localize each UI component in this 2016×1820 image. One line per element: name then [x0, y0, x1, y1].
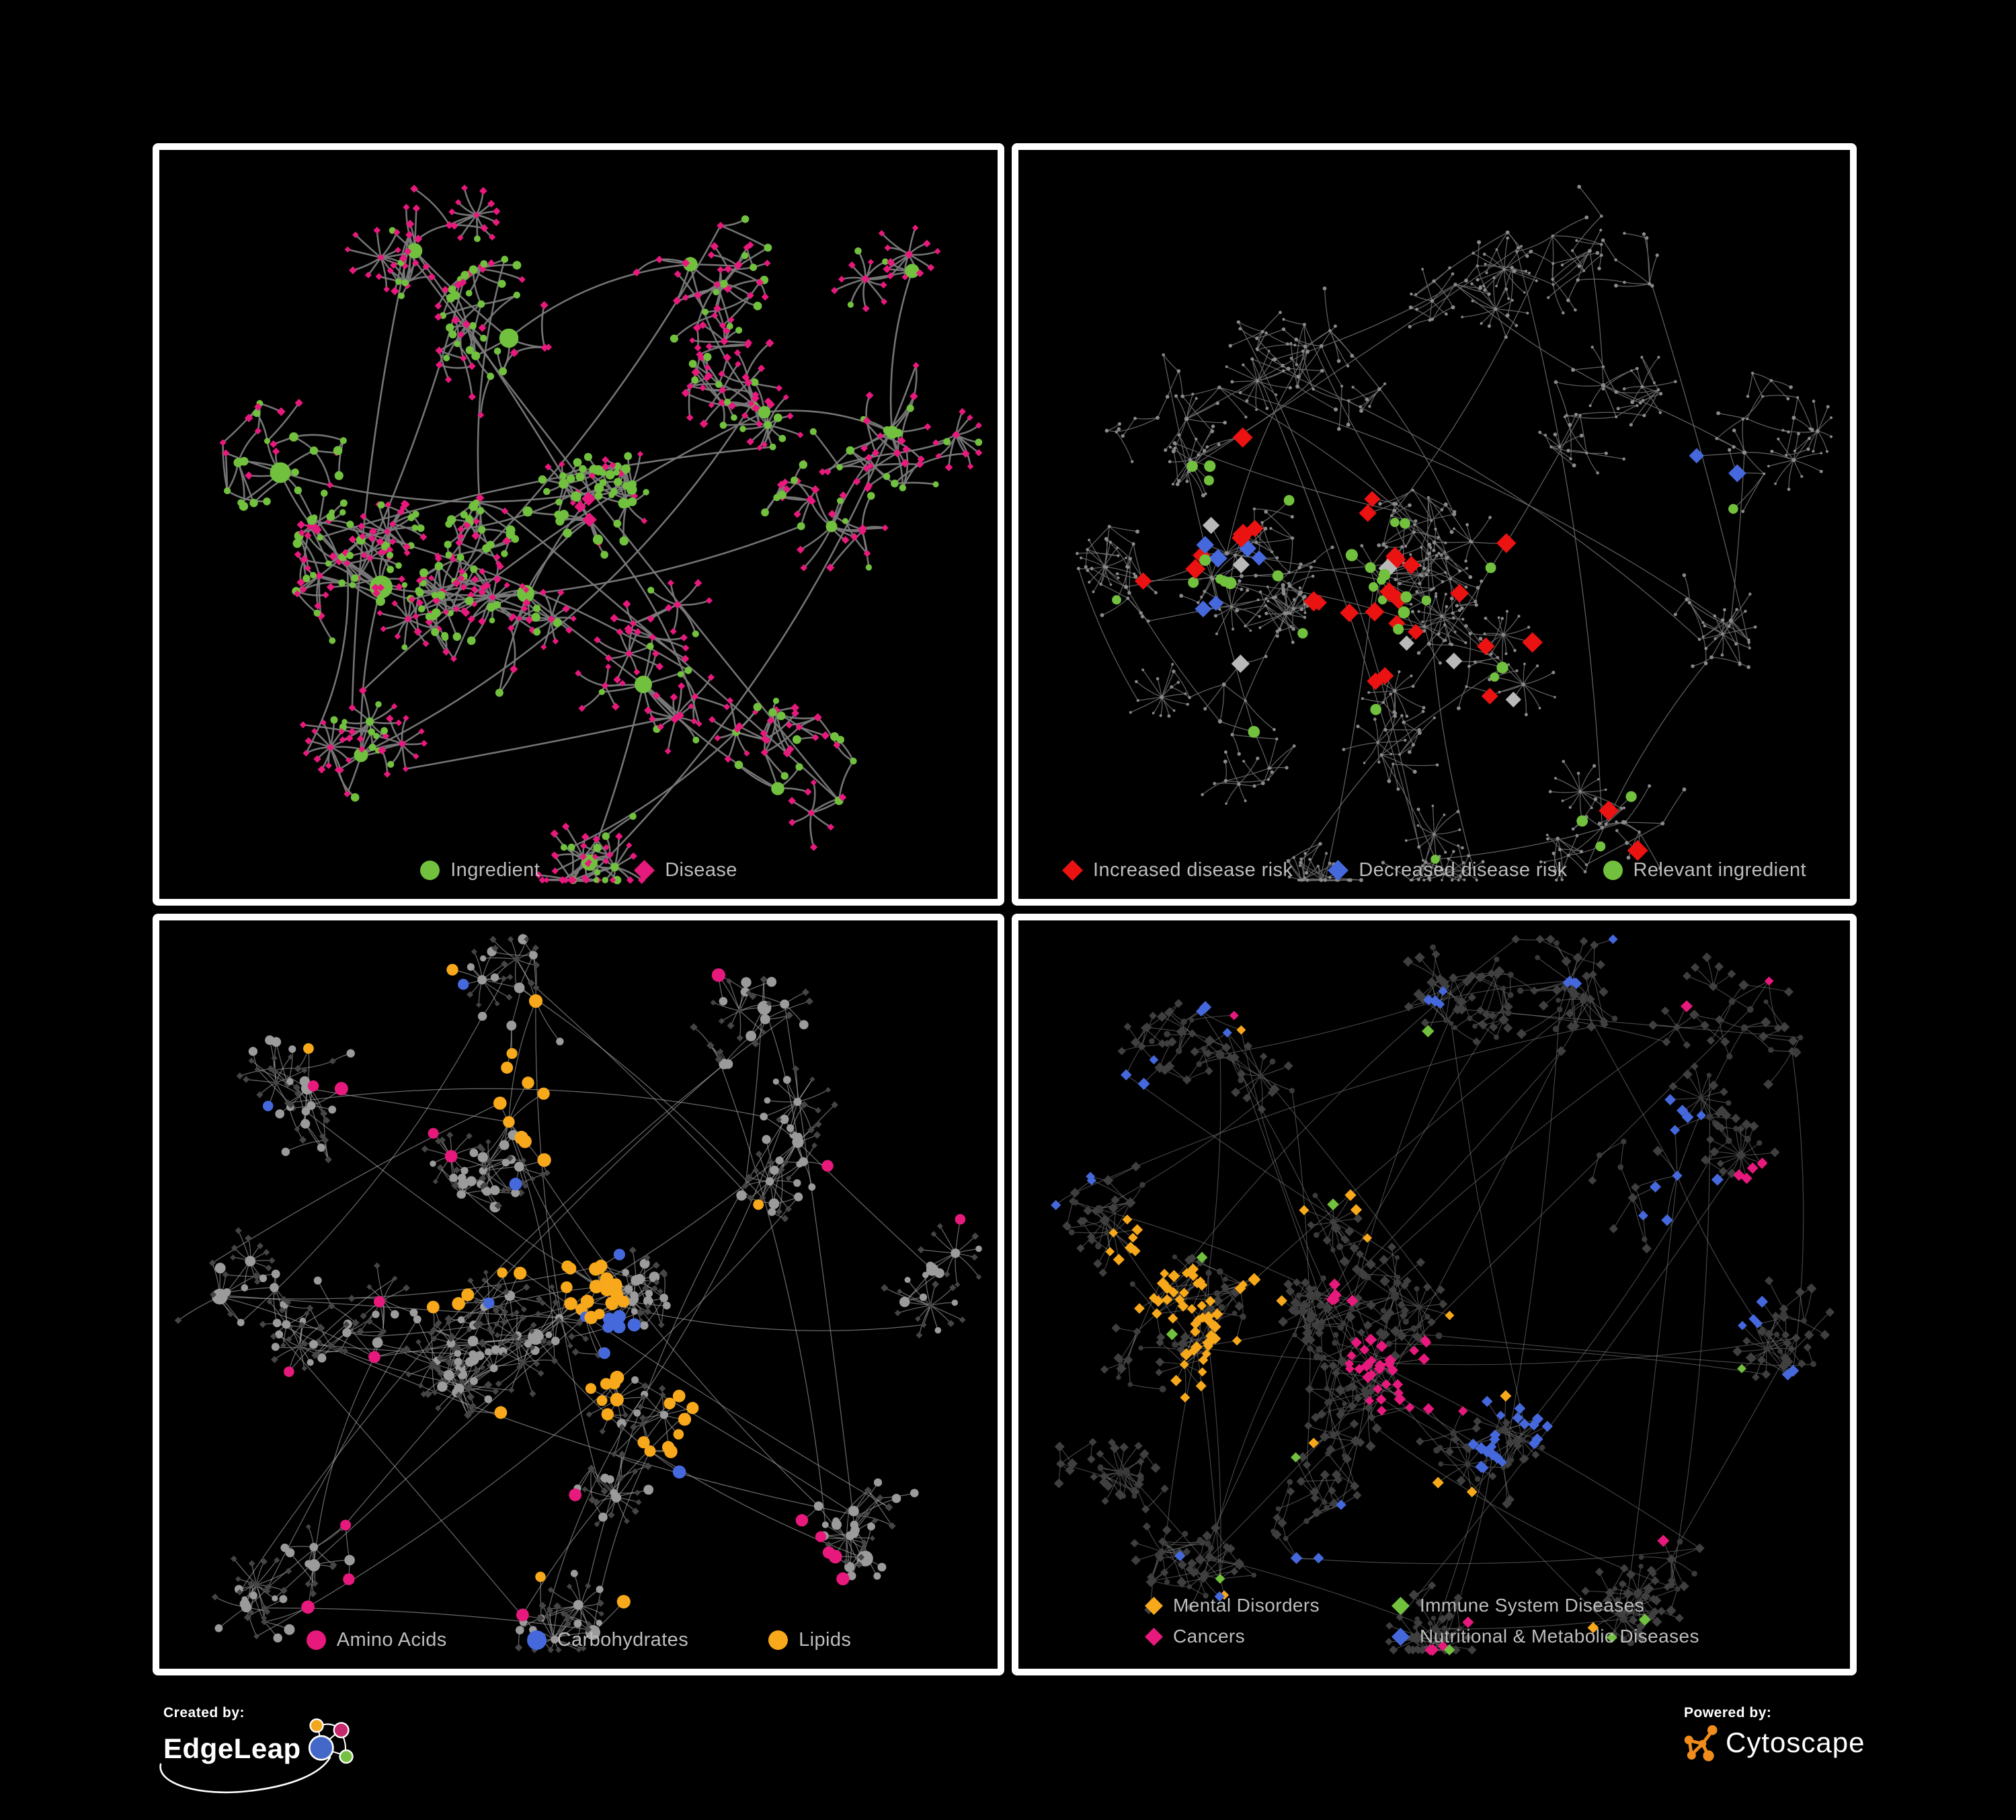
edge-layer — [222, 187, 980, 882]
legend-item-mental-disorders: Mental Disorders — [1145, 1595, 1392, 1616]
circle-legend-icon — [526, 1630, 547, 1650]
panel-disease-risk: Increased disease risk Decreased disease … — [1012, 143, 1857, 906]
legend-label: Lipids — [799, 1629, 852, 1651]
legend-item-immune-system-diseases: Immune System Diseases — [1392, 1595, 1699, 1616]
disease-risk-legend: Increased disease risk Decreased disease … — [1018, 859, 1850, 881]
legend-label: Mental Disorders — [1173, 1595, 1320, 1616]
diamond-legend-icon — [1392, 1627, 1410, 1646]
edgeleap-network-logo-icon — [308, 1718, 354, 1764]
legend-item-lipids: Lipids — [768, 1629, 851, 1651]
highlight-node-layer — [574, 491, 597, 527]
cytoscape-icon-node — [1703, 1750, 1714, 1762]
legend-item-amino-acids: Amino Acids — [306, 1629, 447, 1651]
legend-label: Increased disease risk — [1092, 859, 1293, 881]
legend-label: Nutritional & Metabolic Diseases — [1420, 1626, 1699, 1647]
highlight-node-layer — [262, 963, 966, 1622]
cytoscape-network-icon — [1684, 1725, 1718, 1762]
disease-categories-network-svg — [1051, 934, 1835, 1656]
circle-legend-icon — [306, 1630, 326, 1650]
cytoscape-icon-node — [1684, 1735, 1693, 1745]
panel-disease-categories: Mental Disorders Immune System Diseases Ca… — [1012, 914, 1857, 1675]
legend-label: Carbohydrates — [557, 1629, 689, 1651]
node-layer — [174, 934, 982, 1653]
cytoscape-icon-node — [1698, 1739, 1707, 1748]
highlight-node-layer — [1112, 427, 1746, 864]
legend-label: Ingredient — [450, 859, 540, 881]
diamond-legend-icon — [634, 860, 655, 881]
ingredient-disease-network-svg — [219, 184, 983, 885]
nutrient-classes-legend: Amino Acids Carbohydrates Lipids — [159, 1629, 998, 1651]
edgeleap-credit: Created by: EdgeLeap — [159, 1705, 405, 1806]
edgeleap-blue-node — [308, 1735, 334, 1761]
legend-label: Relevant ingredient — [1633, 859, 1807, 881]
highlight-node-layer — [1051, 934, 1800, 1656]
ingredient-disease-legend: Ingredient Disease — [159, 859, 998, 881]
legend-item-disease: Disease — [634, 859, 737, 881]
node-layer — [1053, 935, 1835, 1655]
diamond-legend-icon — [1145, 1596, 1163, 1615]
circle-legend-icon — [768, 1630, 789, 1650]
diamond-legend-icon — [1061, 860, 1083, 881]
diamond-legend-icon — [1392, 1596, 1410, 1615]
legend-item-nutritional-metabolic-diseases: Nutritional & Metabolic Diseases — [1392, 1626, 1699, 1647]
circle-legend-icon — [1603, 861, 1623, 880]
circle-legend-icon — [420, 861, 440, 880]
created-by-label: Created by: — [163, 1705, 245, 1720]
legend-label: Decreased disease risk — [1359, 859, 1568, 881]
disease-risk-network-svg — [1076, 184, 1832, 882]
diamond-legend-icon — [1145, 1627, 1163, 1646]
panel-ingredient-disease: Ingredient Disease — [153, 143, 1004, 906]
legend-item-carbohydrates: Carbohydrates — [526, 1629, 688, 1651]
edge-layer — [1076, 186, 1832, 881]
edgeleap-green-node — [339, 1749, 354, 1764]
edgeleap-logo-text: EdgeLeap — [163, 1733, 301, 1764]
edge-layer — [177, 939, 979, 1651]
legend-item-increased-disease-risk: Increased disease risk — [1061, 859, 1293, 881]
legend-label: Disease — [665, 859, 737, 881]
node-layer — [219, 184, 983, 885]
cytoscape-credit: Powered by: Cytoscape — [1684, 1705, 1966, 1786]
legend-item-relevant-ingredient: Relevant ingredient — [1603, 859, 1806, 881]
cytoscape-icon-node — [1687, 1751, 1696, 1760]
legend-item-cancers: Cancers — [1145, 1626, 1392, 1647]
cytoscape-icon-node — [1707, 1725, 1718, 1735]
disease-categories-legend: Mental Disorders Immune System Diseases Ca… — [1145, 1595, 1699, 1647]
diamond-legend-icon — [1328, 860, 1349, 881]
powered-by-label: Powered by: — [1684, 1705, 1772, 1720]
legend-label: Immune System Diseases — [1420, 1595, 1645, 1616]
legend-label: Cancers — [1173, 1626, 1246, 1647]
legend-label: Amino Acids — [336, 1629, 447, 1651]
edgeleap-orange-node — [309, 1718, 324, 1733]
legend-item-decreased-disease-risk: Decreased disease risk — [1328, 859, 1567, 881]
nutrient-classes-network-svg — [174, 934, 982, 1653]
panel-nutrient-classes: Amino Acids Carbohydrates Lipids — [153, 914, 1004, 1675]
cytoscape-logo-text: Cytoscape — [1726, 1727, 1865, 1758]
legend-item-ingredient: Ingredient — [419, 859, 540, 881]
edgeleap-magenta-node — [333, 1722, 350, 1739]
node-layer — [1076, 184, 1832, 882]
